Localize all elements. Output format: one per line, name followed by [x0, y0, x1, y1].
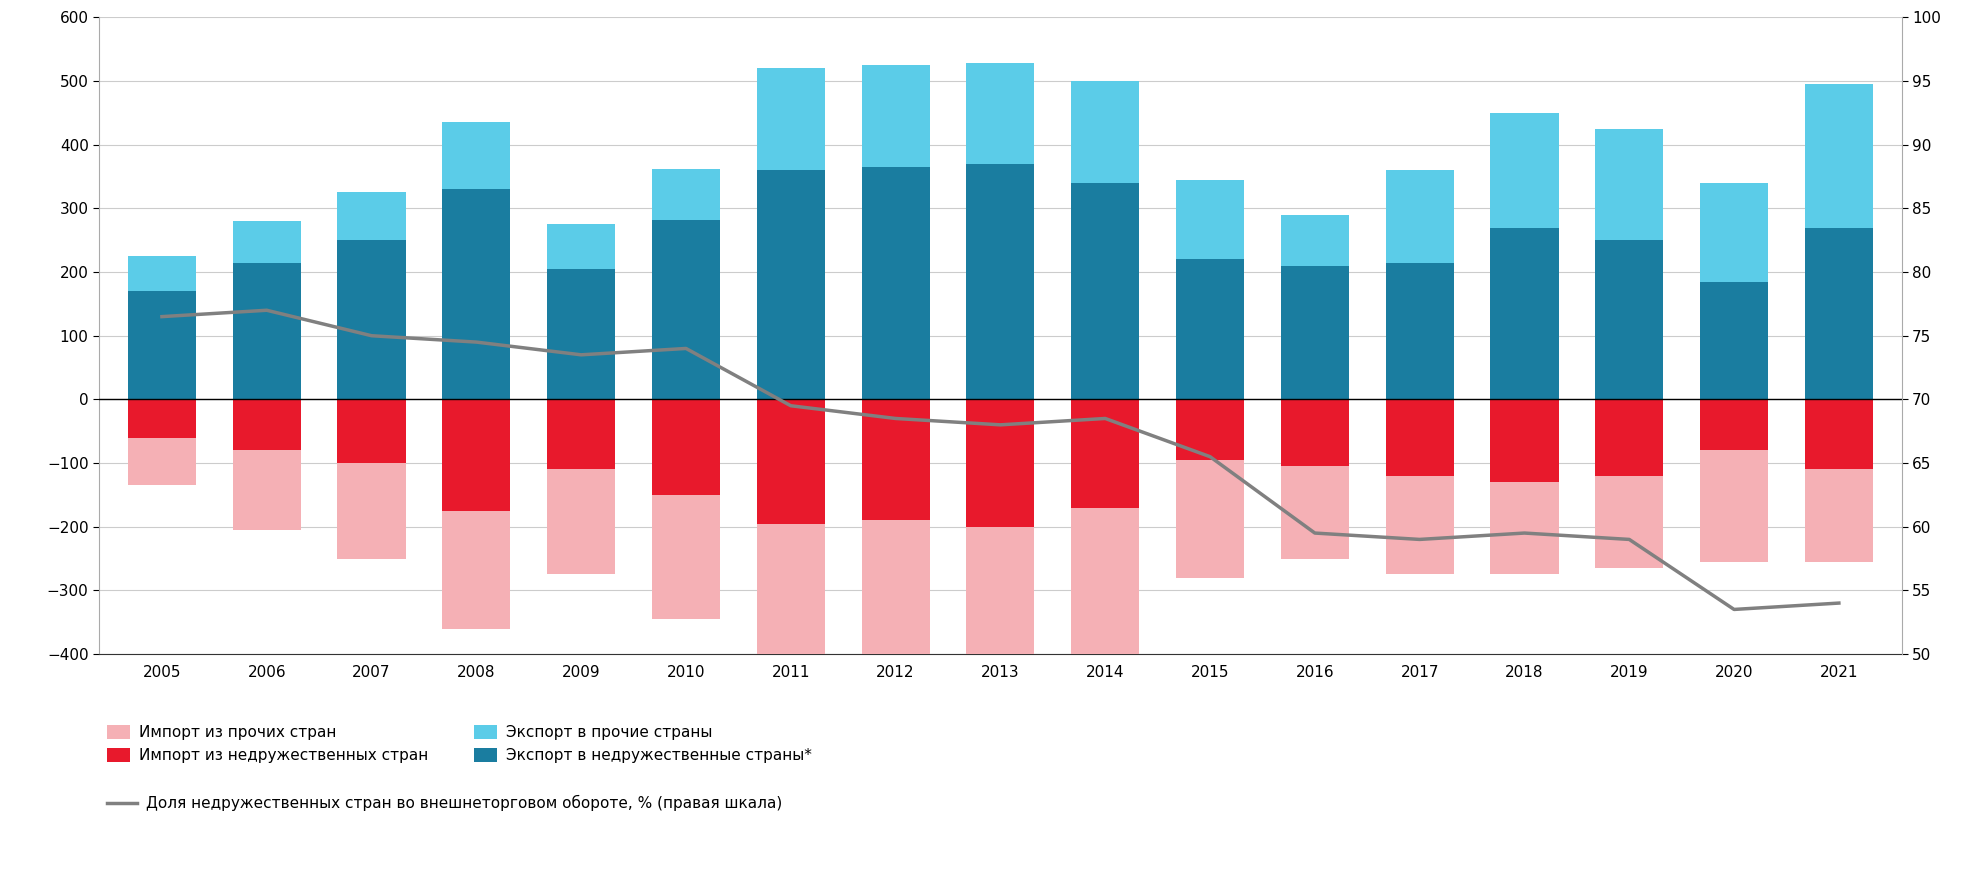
- Bar: [1489, 228, 1558, 399]
- Bar: [966, 164, 1034, 399]
- Bar: [1804, 399, 1871, 562]
- Bar: [861, 399, 929, 521]
- Bar: [546, 399, 616, 469]
- Bar: [232, 399, 301, 530]
- Bar: [1384, 262, 1453, 399]
- Bar: [966, 64, 1034, 164]
- Bar: [1804, 399, 1871, 469]
- Bar: [1804, 228, 1871, 399]
- Bar: [966, 399, 1034, 718]
- Bar: [1071, 183, 1138, 399]
- Bar: [442, 399, 511, 629]
- Bar: [1176, 259, 1243, 399]
- Bar: [337, 240, 406, 399]
- Bar: [1489, 399, 1558, 482]
- Bar: [1176, 399, 1243, 577]
- Bar: [129, 256, 196, 291]
- Bar: [1489, 112, 1558, 228]
- Bar: [1384, 399, 1453, 476]
- Bar: [1281, 266, 1348, 399]
- Bar: [232, 262, 301, 399]
- Bar: [1384, 170, 1453, 262]
- Bar: [442, 122, 511, 189]
- Bar: [1384, 399, 1453, 575]
- Bar: [651, 399, 719, 495]
- Bar: [1281, 215, 1348, 266]
- Bar: [651, 169, 719, 220]
- Legend: Доля недружественных стран во внешнеторговом обороте, % (правая шкала): Доля недружественных стран во внешнеторг…: [107, 795, 782, 812]
- Bar: [232, 399, 301, 450]
- Bar: [442, 399, 511, 511]
- Bar: [1699, 282, 1768, 399]
- Bar: [756, 170, 824, 399]
- Bar: [546, 269, 616, 399]
- Bar: [861, 399, 929, 712]
- Bar: [1699, 183, 1768, 282]
- Bar: [337, 399, 406, 463]
- Bar: [1071, 399, 1138, 508]
- Bar: [1699, 399, 1768, 562]
- Bar: [232, 221, 301, 262]
- Bar: [546, 399, 616, 575]
- Bar: [756, 399, 824, 708]
- Bar: [442, 189, 511, 399]
- Bar: [1176, 180, 1243, 259]
- Bar: [337, 399, 406, 559]
- Bar: [861, 65, 929, 167]
- Bar: [651, 399, 719, 619]
- Bar: [546, 224, 616, 269]
- Bar: [651, 220, 719, 399]
- Bar: [129, 399, 196, 438]
- Bar: [1176, 399, 1243, 460]
- Bar: [966, 399, 1034, 527]
- Bar: [1071, 81, 1138, 183]
- Bar: [337, 193, 406, 240]
- Bar: [1804, 85, 1871, 228]
- Bar: [1594, 129, 1663, 240]
- Bar: [1594, 399, 1663, 568]
- Bar: [1594, 399, 1663, 476]
- Bar: [1489, 399, 1558, 575]
- Bar: [129, 399, 196, 486]
- Bar: [1594, 240, 1663, 399]
- Bar: [756, 68, 824, 170]
- Bar: [1281, 399, 1348, 559]
- Bar: [861, 167, 929, 399]
- Bar: [1281, 399, 1348, 467]
- Bar: [1699, 399, 1768, 450]
- Bar: [129, 291, 196, 399]
- Bar: [756, 399, 824, 523]
- Bar: [1071, 399, 1138, 677]
